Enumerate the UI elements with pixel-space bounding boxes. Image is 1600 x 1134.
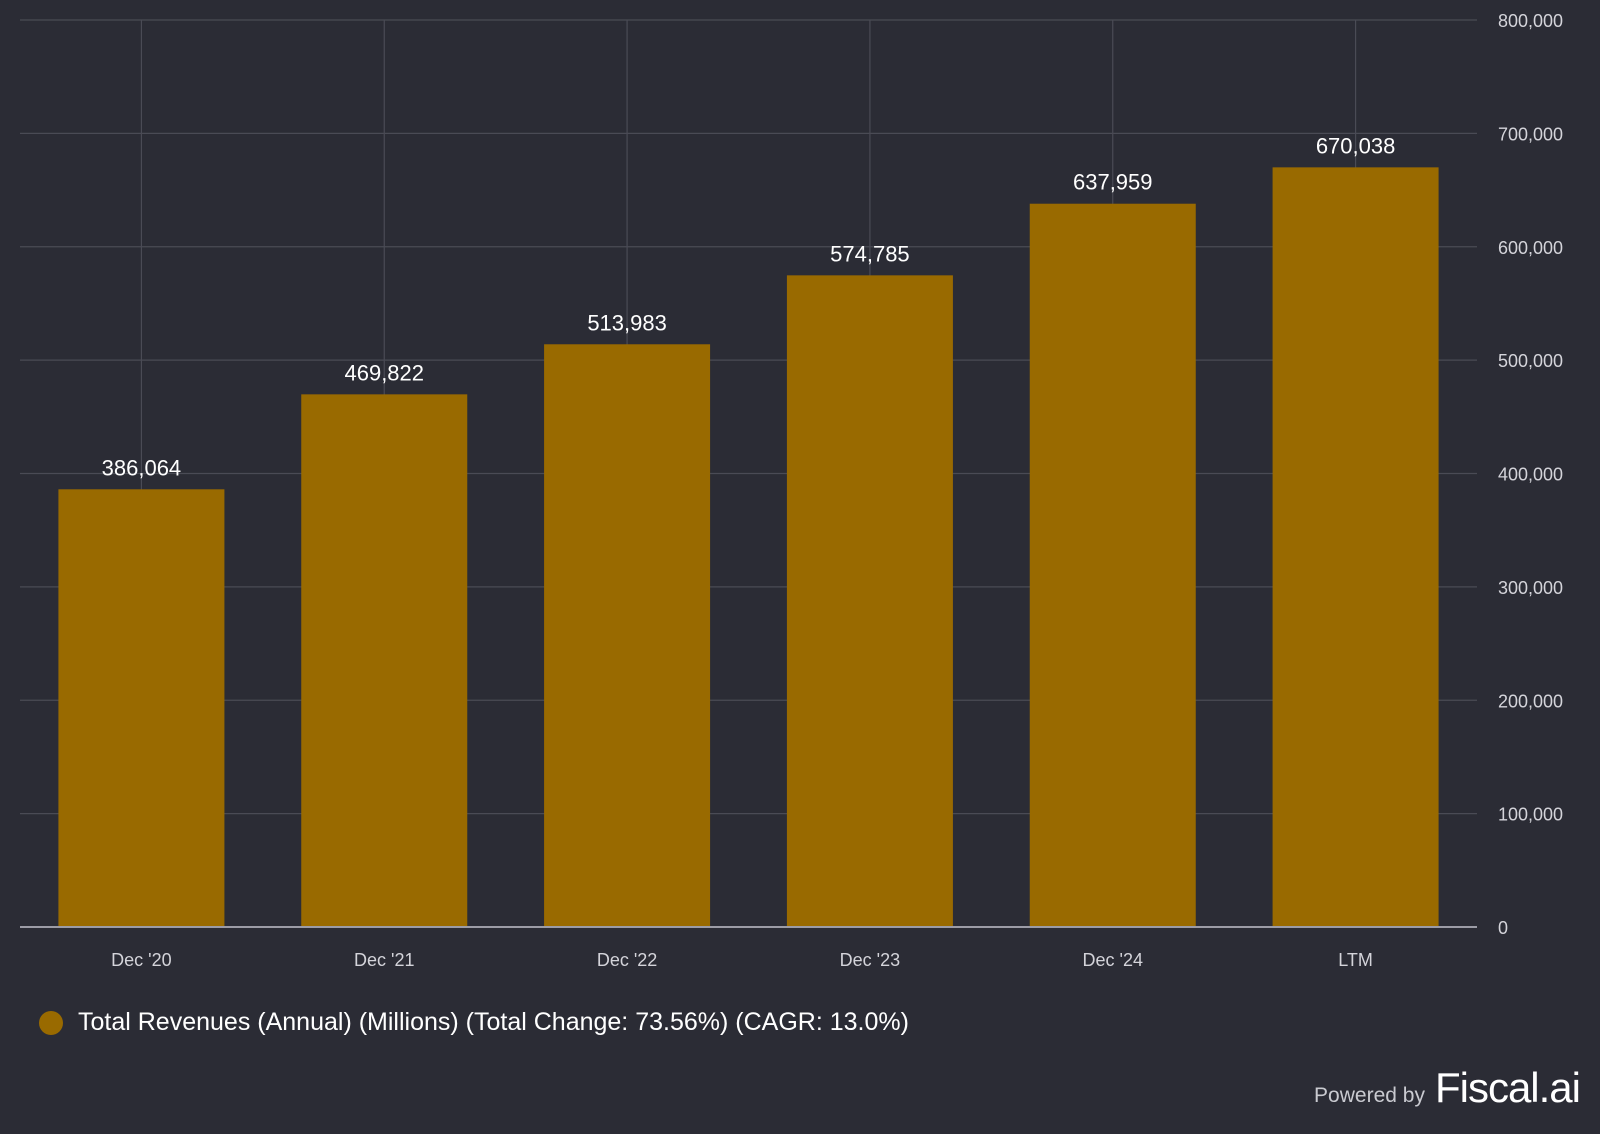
bar — [544, 344, 711, 928]
y-tick-label: 200,000 — [1498, 691, 1563, 711]
x-tick-label: Dec '24 — [1083, 950, 1143, 970]
bar — [58, 489, 225, 927]
x-tick-label: Dec '20 — [111, 950, 171, 970]
y-tick-label: 700,000 — [1498, 124, 1563, 144]
y-tick-label: 600,000 — [1498, 238, 1563, 258]
y-tick-label: 300,000 — [1498, 578, 1563, 598]
legend-swatch-icon — [39, 1010, 63, 1035]
brand-logo: Fiscal.ai — [1434, 1064, 1581, 1111]
bar — [786, 275, 953, 927]
x-tick-label: Dec '23 — [840, 950, 900, 970]
powered-by-label: Powered by — [1314, 1084, 1425, 1107]
x-tick-label: LTM — [1338, 950, 1373, 970]
x-tick-label: Dec '22 — [597, 950, 657, 970]
y-tick-label: 400,000 — [1498, 465, 1563, 485]
y-tick-label: 100,000 — [1498, 805, 1563, 825]
powered-by-badge[interactable]: Powered by Fiscal.ai — [1314, 1064, 1581, 1112]
bar-value-label: 670,038 — [1316, 133, 1396, 158]
legend-label: Total Revenues (Annual) (Millions) (Tota… — [78, 1008, 909, 1036]
bar — [1272, 167, 1439, 927]
bar-chart: 0 100,000 200,000 300,000 400,000 500,000 600,… — [20, 11, 1563, 970]
bar — [1029, 203, 1196, 927]
bar — [301, 394, 468, 927]
y-tick-label: 500,000 — [1498, 351, 1563, 371]
bar-value-label: 574,785 — [830, 241, 910, 266]
x-tick-label: Dec '21 — [354, 950, 414, 970]
y-tick-label: 0 — [1498, 918, 1508, 938]
legend[interactable]: Total Revenues (Annual) (Millions) (Tota… — [39, 1008, 909, 1037]
bar-value-label: 386,064 — [102, 455, 182, 480]
y-tick-label: 800,000 — [1498, 11, 1563, 31]
bar-value-label: 469,822 — [344, 360, 424, 385]
bar-value-label: 513,983 — [587, 310, 667, 335]
bar-value-label: 637,959 — [1073, 170, 1153, 195]
